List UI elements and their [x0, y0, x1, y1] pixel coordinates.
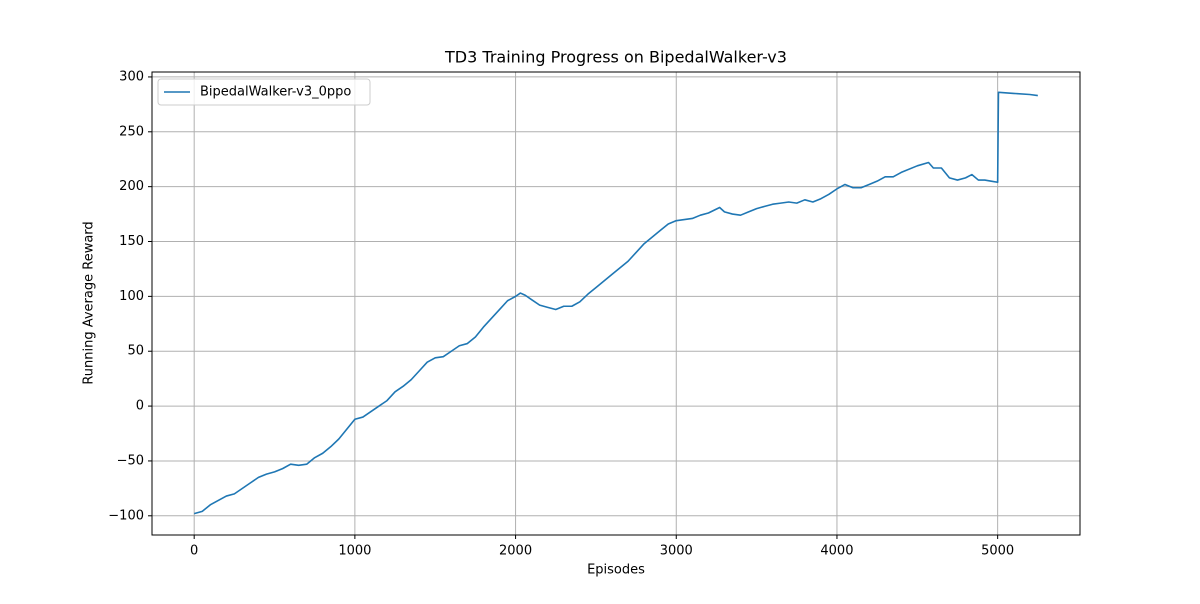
- y-tick-label: 250: [119, 124, 144, 139]
- x-tick-label: 4000: [820, 544, 853, 559]
- legend-label: BipedalWalker-v3_0ppo: [200, 85, 351, 100]
- y-tick-label: 200: [119, 179, 144, 194]
- y-tick-label: 0: [136, 399, 144, 414]
- x-tick-label: 5000: [981, 544, 1014, 559]
- x-tick-label: 1000: [338, 544, 371, 559]
- data-line: [193, 91, 1038, 515]
- x-tick-label: 3000: [660, 544, 693, 559]
- y-tick-label: −100: [108, 508, 144, 523]
- legend-box: [157, 78, 371, 106]
- x-tick-label: 2000: [499, 544, 532, 559]
- chart-title: TD3 Training Progress on BipedalWalker-v…: [444, 48, 787, 67]
- y-tick-label: 50: [127, 344, 144, 359]
- y-tick-label: 300: [119, 69, 144, 84]
- y-tick-label: 150: [119, 234, 144, 249]
- axes-frame: [151, 71, 1081, 536]
- x-tick-label: 0: [190, 544, 198, 559]
- y-tick-label: −50: [117, 453, 144, 468]
- y-axis-label: Running Average Reward: [82, 221, 97, 384]
- y-tick-label: 100: [119, 289, 144, 304]
- x-axis-label: Episodes: [587, 563, 645, 578]
